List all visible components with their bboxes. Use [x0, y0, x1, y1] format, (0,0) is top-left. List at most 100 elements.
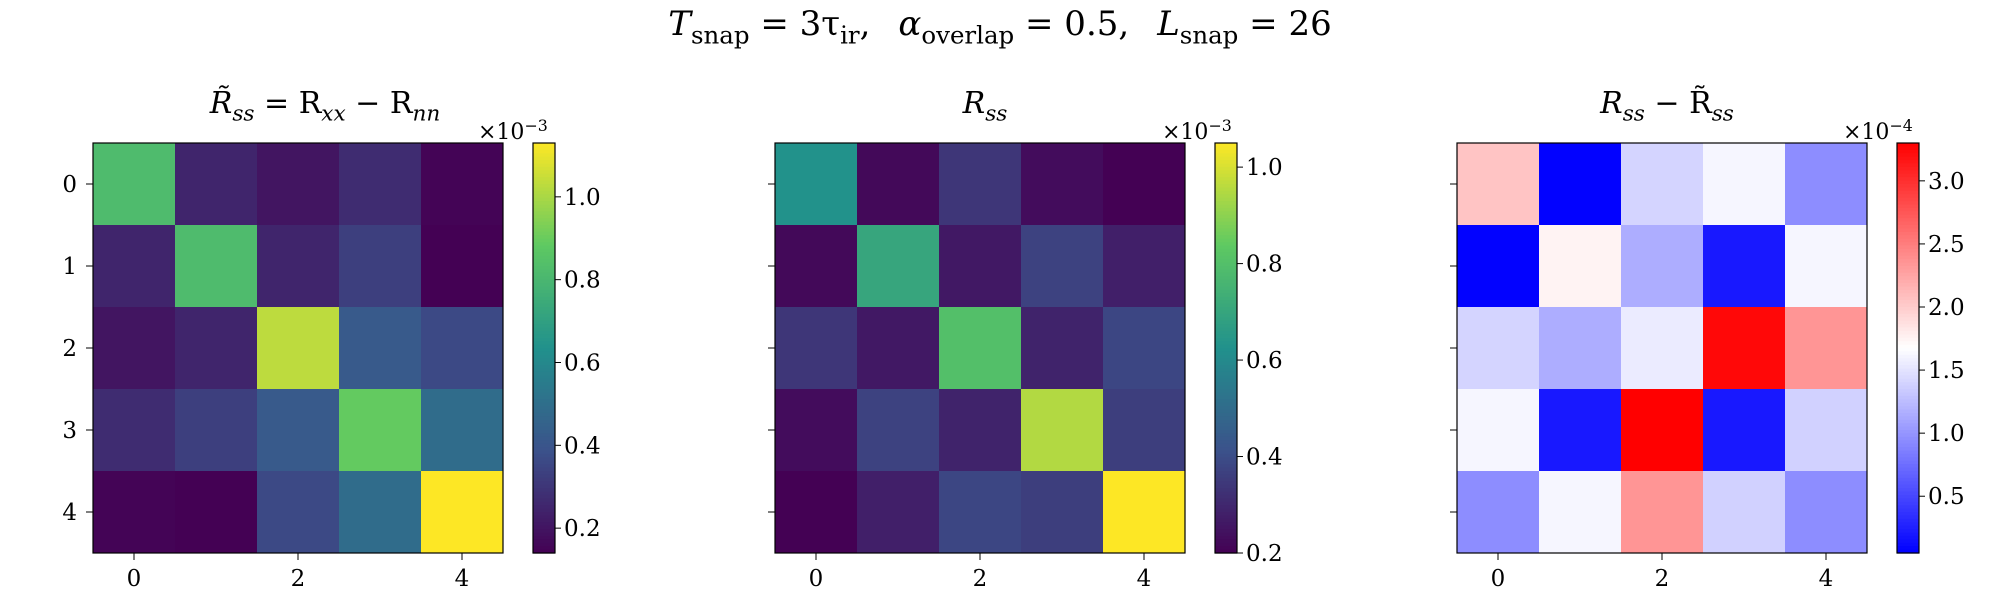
colorbar-segment-2-1 — [1897, 146, 1919, 151]
heatmap-cell-p1-r1-c0 — [775, 225, 858, 308]
colorbar-segment-1-19 — [1215, 207, 1237, 212]
colorbar-segment-0-93 — [533, 460, 555, 465]
panel-2-scale-multiplier: ×10−4 — [1843, 116, 1913, 145]
y-tick-label-0-2: 2 — [62, 336, 77, 362]
colorbar-segment-1-103 — [1215, 494, 1237, 499]
colorbar-segment-2-115 — [1897, 535, 1919, 540]
colorbar-segment-1-118 — [1215, 546, 1237, 551]
colorbar-segment-1-47 — [1215, 303, 1237, 308]
heatmap-cell-p2-r2-c0 — [1457, 307, 1540, 390]
suptitle-tau-subscript: ir — [840, 20, 860, 50]
colorbar-segment-1-84 — [1215, 430, 1237, 435]
colorbar-segment-1-22 — [1215, 218, 1237, 223]
x-tick-label-2-1: 2 — [1655, 566, 1670, 592]
colorbar-segment-0-110 — [533, 518, 555, 523]
colorbar-segment-2-64 — [1897, 361, 1919, 366]
colorbar-segment-1-21 — [1215, 214, 1237, 219]
colorbar-segment-2-25 — [1897, 228, 1919, 233]
colorbar-segment-0-67 — [533, 371, 555, 376]
x-tick-label-0-2: 4 — [455, 566, 470, 592]
colorbar-segment-1-41 — [1215, 283, 1237, 288]
heatmap-cell-p1-r4-c3 — [1021, 471, 1104, 554]
colorbar-segment-0-3 — [533, 153, 555, 158]
heatmap-cell-p1-r1-c4 — [1103, 225, 1186, 308]
colorbar-segment-0-66 — [533, 368, 555, 373]
colorbar-tick-label-2-3: 2.0 — [1928, 295, 1965, 321]
colorbar-segment-1-104 — [1215, 498, 1237, 503]
colorbar-segment-0-52 — [533, 320, 555, 325]
colorbar-segment-1-64 — [1215, 361, 1237, 366]
colorbar-segment-2-53 — [1897, 324, 1919, 329]
heatmap-cell-p0-r1-c4 — [421, 225, 504, 308]
heatmap-cell-p2-r2-c2 — [1621, 307, 1704, 390]
colorbar-segment-2-10 — [1897, 177, 1919, 182]
suptitle-l-subscript: snap — [1179, 20, 1239, 50]
colorbar-segment-2-22 — [1897, 218, 1919, 223]
heatmap-cell-p2-r0-c2 — [1621, 143, 1704, 226]
colorbar-segment-0-78 — [533, 409, 555, 414]
colorbar-segment-2-38 — [1897, 272, 1919, 277]
colorbar-segment-2-5 — [1897, 160, 1919, 165]
colorbar-segment-2-36 — [1897, 266, 1919, 271]
colorbar-segment-0-71 — [533, 385, 555, 390]
heatmap-cell-p0-r2-c3 — [339, 307, 422, 390]
heatmap-cell-p1-r2-c0 — [775, 307, 858, 390]
colorbar-segment-2-15 — [1897, 194, 1919, 199]
colorbar-segment-2-35 — [1897, 262, 1919, 267]
colorbar-segment-0-59 — [533, 344, 555, 349]
heatmap-cell-p2-r4-c0 — [1457, 471, 1540, 554]
heatmap-cell-p2-r2-c4 — [1785, 307, 1868, 390]
colorbar-segment-2-106 — [1897, 505, 1919, 510]
heatmap-cell-p0-r0-c3 — [339, 143, 422, 226]
colorbar-segment-0-35 — [533, 262, 555, 267]
colorbar-segment-2-78 — [1897, 409, 1919, 414]
colorbar-tick-label-1-2: 0.6 — [1246, 348, 1283, 374]
colorbar-segment-2-56 — [1897, 334, 1919, 339]
colorbar-segment-0-13 — [533, 187, 555, 192]
heatmap-cell-p0-r4-c0 — [93, 471, 176, 554]
colorbar-segment-0-81 — [533, 419, 555, 424]
colorbar-segment-0-85 — [533, 433, 555, 438]
colorbar-segment-2-114 — [1897, 532, 1919, 537]
y-tick-label-0-1: 1 — [62, 254, 77, 280]
colorbar-segment-0-29 — [533, 242, 555, 247]
colorbar-segment-2-89 — [1897, 447, 1919, 452]
colorbar-frame-0 — [532, 142, 556, 554]
colorbar-segment-1-111 — [1215, 522, 1237, 527]
colorbar-segment-1-14 — [1215, 190, 1237, 195]
colorbar-segment-1-82 — [1215, 423, 1237, 428]
y-tick-label-0-3: 3 — [62, 418, 77, 444]
colorbar-segment-2-16 — [1897, 197, 1919, 202]
colorbar-segment-2-68 — [1897, 375, 1919, 380]
colorbar-segment-2-45 — [1897, 296, 1919, 301]
colorbar-segment-0-107 — [533, 508, 555, 513]
colorbar-segment-0-91 — [533, 453, 555, 458]
colorbar-segment-1-51 — [1215, 317, 1237, 322]
colorbar-segment-2-92 — [1897, 457, 1919, 462]
colorbar-segment-1-44 — [1215, 293, 1237, 298]
colorbar-segment-2-117 — [1897, 542, 1919, 547]
colorbar-segment-1-79 — [1215, 412, 1237, 417]
colorbar-segment-1-5 — [1215, 160, 1237, 165]
colorbar-segment-0-105 — [533, 501, 555, 506]
heatmap-cell-p1-r3-c4 — [1103, 389, 1186, 472]
colorbar-segment-0-54 — [533, 327, 555, 332]
colorbar-segment-2-118 — [1897, 546, 1919, 551]
colorbar-tick-label-0-3: 0.8 — [564, 268, 601, 294]
colorbar-segment-2-49 — [1897, 310, 1919, 315]
colorbar-segment-0-90 — [533, 450, 555, 455]
colorbar-segment-1-26 — [1215, 231, 1237, 236]
colorbar-segment-2-102 — [1897, 491, 1919, 496]
colorbar-segment-2-14 — [1897, 190, 1919, 195]
colorbar-segment-2-94 — [1897, 464, 1919, 469]
colorbar-segment-1-85 — [1215, 433, 1237, 438]
colorbar-segment-1-1 — [1215, 146, 1237, 151]
colorbar-segment-0-33 — [533, 255, 555, 260]
colorbar-segment-2-87 — [1897, 440, 1919, 445]
heatmap-cell-p0-r1-c3 — [339, 225, 422, 308]
colorbar-segment-0-56 — [533, 334, 555, 339]
colorbar-segment-2-55 — [1897, 330, 1919, 335]
colorbar-segment-0-34 — [533, 259, 555, 264]
colorbar-segment-2-109 — [1897, 515, 1919, 520]
colorbar-segment-1-3 — [1215, 153, 1237, 158]
